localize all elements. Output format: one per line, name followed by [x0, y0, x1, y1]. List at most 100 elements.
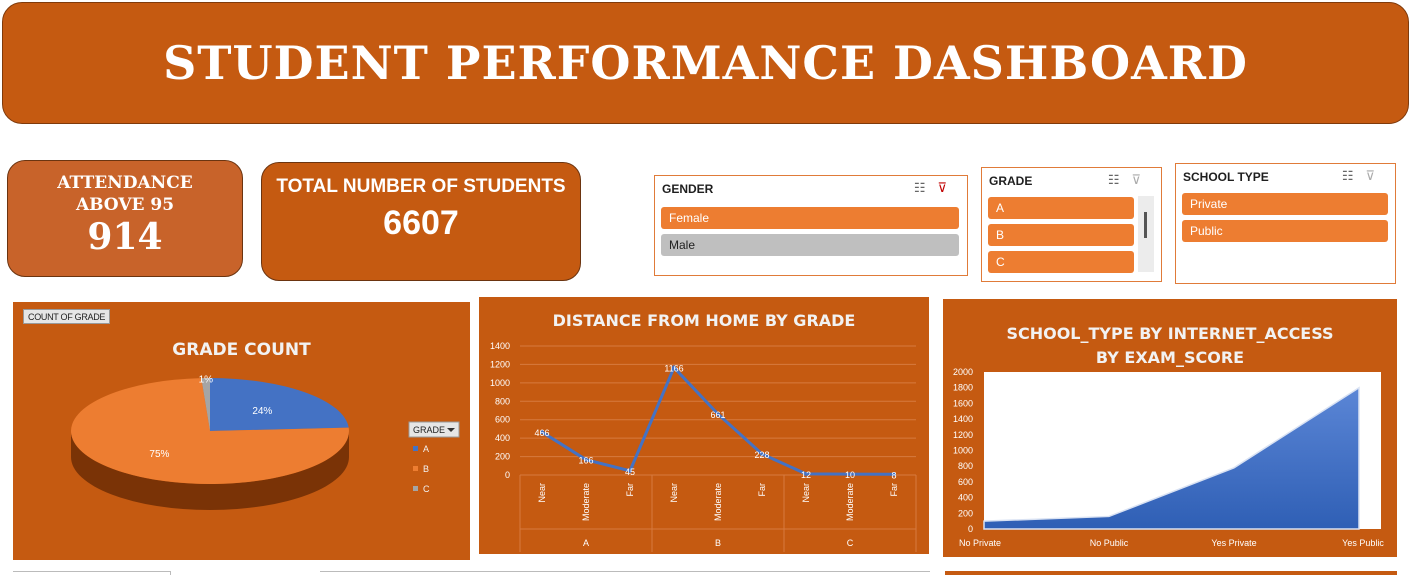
data-label: 661 [710, 410, 725, 420]
scrollbar-thumb[interactable] [1144, 212, 1147, 238]
data-point [848, 472, 852, 477]
kpi-attendance-label-line1: ATTENDANCE [57, 173, 193, 193]
grade-slicer: GRADE ☷⊽ A B C [981, 167, 1162, 282]
gender-slicer-title: GENDER [662, 182, 714, 196]
y-tick-label: 0 [968, 524, 973, 534]
y-tick-label: 400 [495, 433, 510, 443]
legend-swatch-a [413, 446, 418, 451]
grade-item-b[interactable]: B [988, 224, 1134, 246]
grade-count-panel: COUNT OF GRADE GRADE COUNT 24% 75% 1% GRAD… [13, 302, 470, 560]
y-tick-label: 600 [958, 477, 973, 487]
x-tick-label: No Private [959, 538, 1001, 548]
distance-chart-title: DISTANCE FROM HOME BY GRADE [552, 311, 856, 330]
count-of-grade-field-button[interactable]: COUNT OF GRADE [23, 309, 111, 324]
pie-slice-a [210, 378, 349, 431]
multi-select-icon[interactable]: ☷ [913, 180, 938, 195]
grade-count-title: GRADE COUNT [172, 340, 311, 360]
school-type-chart-title-line2: BY EXAM_SCORE [1095, 348, 1245, 367]
legend-entry-b: B [423, 464, 429, 474]
gender-item-female[interactable]: Female [661, 207, 959, 229]
school-type-area-chart: 0 200 400 600 800 1000 1200 1400 1600 1800 2000 No … [953, 367, 1384, 548]
pie-data-label: 75% [149, 449, 169, 460]
x-tick-label: Far [889, 483, 899, 497]
grade-pie-chart: 24% 75% 1% GRADE ABC [71, 375, 460, 510]
x-tick-label: Far [625, 483, 635, 497]
x-tick-label: Yes Public [1342, 538, 1384, 548]
x-group-label: A [583, 538, 589, 548]
y-tick-label: 0 [505, 470, 510, 480]
grade-item-c[interactable]: C [988, 251, 1134, 273]
school-type-slicer: SCHOOL TYPE ☷⊽ Private Public [1175, 163, 1396, 284]
multi-select-icon[interactable]: ☷ [1107, 172, 1132, 187]
x-tick-label: Moderate [845, 483, 855, 521]
x-tick-label: Yes Private [1211, 538, 1256, 548]
x-tick-label: Near [801, 483, 811, 503]
data-point [716, 412, 720, 417]
data-point [804, 471, 808, 476]
pie-data-label: 24% [252, 406, 272, 417]
kpi-attendance-card: ATTENDANCE ABOVE 95 914 [7, 160, 243, 277]
data-point [584, 457, 588, 462]
distance-line-chart: 0 200 400 600 800 1000 1200 1400 466 166 45 1166 661… [490, 341, 917, 552]
area-series [983, 386, 1360, 530]
kpi-students-card: TOTAL NUMBER OF STUDENTS 6607 [261, 162, 581, 281]
data-label: 45 [625, 467, 635, 477]
x-tick-label: No Public [1090, 538, 1129, 548]
school-type-slicer-title: SCHOOL TYPE [1183, 170, 1269, 184]
kpi-students-label: TOTAL NUMBER OF STUDENTS [276, 176, 566, 197]
data-point [892, 472, 896, 477]
data-label: 166 [578, 456, 593, 466]
grade-legend-filter-button [408, 421, 460, 438]
pie-depth [71, 431, 349, 510]
x-tick-label: Near [537, 483, 547, 503]
clear-filter-icon[interactable]: ⊽ [937, 180, 959, 195]
school-type-panel: SCHOOL_TYPE BY INTERNET_ACCESS BY EXAM_S… [943, 299, 1397, 557]
gender-item-male[interactable]: Male [661, 234, 959, 256]
x-group-label: B [715, 538, 721, 548]
school-type-item-private[interactable]: Private [1182, 193, 1388, 215]
x-group-label: C [847, 538, 854, 548]
school-type-chart-title: SCHOOL_TYPE BY INTERNET_ACCESS BY EXAM_S… [943, 322, 1397, 370]
grade-slicer-title: GRADE [989, 174, 1033, 188]
y-tick-label: 800 [958, 461, 973, 471]
grade-slicer-scrollbar[interactable] [1138, 196, 1154, 272]
gender-slicer: GENDER ☷⊽ Female Male [654, 175, 968, 276]
clear-filter-icon[interactable]: ⊽ [1365, 168, 1387, 183]
pie-slice-c [201, 378, 210, 431]
slicer-tools: ☷⊽ [1108, 172, 1153, 188]
y-tick-label: 1400 [490, 341, 510, 351]
data-label: 228 [754, 450, 769, 460]
school-type-item-public[interactable]: Public [1182, 220, 1388, 242]
data-point [760, 451, 764, 456]
lower-panel-edge [945, 571, 1397, 575]
data-label: 1166 [664, 364, 683, 374]
data-point [540, 430, 544, 435]
multi-select-icon[interactable]: ☷ [1341, 168, 1366, 183]
y-tick-label: 400 [958, 493, 973, 503]
y-tick-label: 200 [958, 508, 973, 518]
y-tick-label: 200 [495, 452, 510, 462]
school-type-chart-title-line1: SCHOOL_TYPE BY INTERNET_ACCESS [1006, 324, 1334, 343]
grade-item-a[interactable]: A [988, 197, 1134, 219]
clear-filter-icon[interactable]: ⊽ [1131, 172, 1153, 187]
x-tick-label: Moderate [581, 483, 591, 521]
kpi-attendance-value: 914 [87, 216, 163, 258]
data-point [628, 468, 632, 473]
y-tick-label: 1000 [490, 378, 510, 388]
legend-swatch-b [413, 466, 418, 471]
dashboard-banner: STUDENT PERFORMANCE DASHBOARD [2, 2, 1409, 124]
y-tick-label: 2000 [953, 367, 973, 377]
y-tick-label: 1200 [953, 430, 973, 440]
grade-legend-title: GRADE [413, 425, 445, 435]
slicer-tools: ☷⊽ [914, 180, 959, 196]
data-label: 8 [891, 470, 896, 480]
dropdown-arrow-icon [447, 428, 455, 432]
kpi-students-value: 6607 [383, 204, 459, 242]
y-tick-label: 1600 [953, 398, 973, 408]
pie-slice-b [71, 378, 350, 484]
y-tick-label: 600 [495, 415, 510, 425]
y-tick-label: 800 [495, 396, 510, 406]
dashboard-title: STUDENT PERFORMANCE DASHBOARD [163, 36, 1248, 90]
pie-data-label: 1% [199, 375, 214, 386]
legend-entry-c: C [423, 484, 430, 494]
